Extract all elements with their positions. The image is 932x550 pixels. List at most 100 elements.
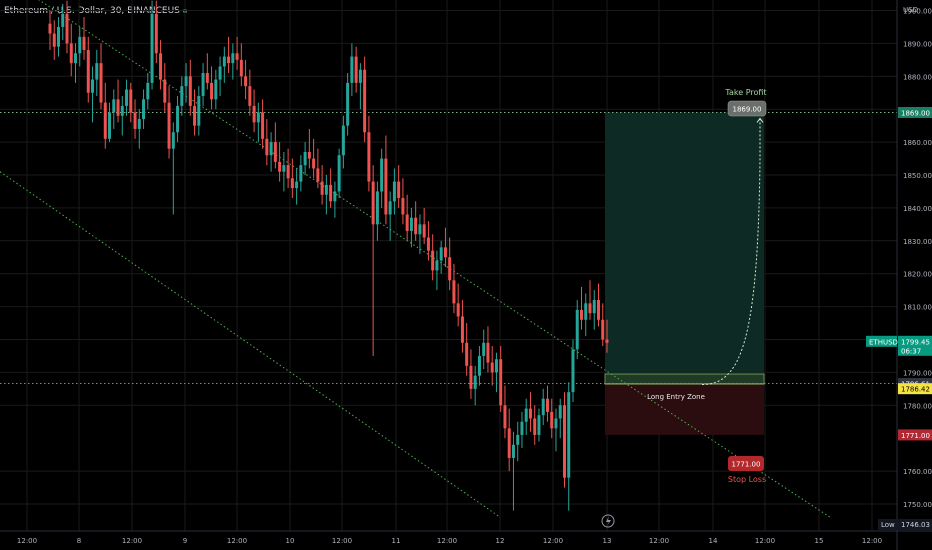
candle-body xyxy=(78,36,82,54)
time-axis[interactable]: 12:00 8 12:00 9 12:00 10 12:00 11 12:00 12 12:00 13… xyxy=(0,530,932,545)
candle-body xyxy=(358,69,362,83)
label-1869-text: 1869.00 xyxy=(901,109,930,117)
time-tick-label: 12:00 xyxy=(332,537,352,545)
candle-body xyxy=(545,398,549,412)
label-1771-text: 1771.00 xyxy=(901,432,930,440)
candle-body xyxy=(120,105,124,116)
candle-body xyxy=(329,184,333,202)
candle-body xyxy=(333,191,337,202)
candle-body xyxy=(108,112,112,139)
label-1786-42-text: 1786.42 xyxy=(901,386,930,394)
lightning-icon xyxy=(606,516,611,526)
trend-channel xyxy=(0,0,831,518)
label-last-price-subtext: 06:37 xyxy=(901,347,921,355)
price-tick-label: 1850.00 xyxy=(903,172,932,180)
candle-body xyxy=(528,408,532,419)
entry-zone-upper xyxy=(604,373,765,385)
price-tick-label: 1860.00 xyxy=(903,139,932,147)
candle-body xyxy=(363,69,367,133)
candle-body xyxy=(129,89,133,113)
candle-body xyxy=(307,151,311,159)
label-1771-bg xyxy=(898,429,932,441)
candle-body xyxy=(533,418,537,435)
candle-body xyxy=(494,359,498,373)
candle-body xyxy=(431,250,435,271)
candle-body xyxy=(448,257,452,281)
candle-body xyxy=(57,26,61,47)
candle-body xyxy=(452,280,456,304)
candle-body xyxy=(261,112,265,139)
candle-body xyxy=(167,102,171,149)
take-profit-badge xyxy=(727,100,767,117)
candle-body xyxy=(112,99,116,113)
candle-body xyxy=(316,168,320,182)
candle-body xyxy=(231,53,235,64)
candle-body xyxy=(142,99,146,120)
candle-body xyxy=(205,73,209,83)
price-axis[interactable]: USD1900.001890.001880.001870.001860.0018… xyxy=(896,0,932,550)
candle-body xyxy=(125,89,129,106)
trade-zones xyxy=(604,112,765,435)
candle-body xyxy=(82,36,86,50)
candle-body xyxy=(477,355,481,376)
price-tick-label: 1900.00 xyxy=(903,8,932,16)
candle-body xyxy=(65,13,69,44)
candle-body xyxy=(150,13,154,83)
low-value-text: 1746.03 xyxy=(901,521,930,529)
time-tick-label: 12:00 xyxy=(227,537,247,545)
label-last-price-bg xyxy=(898,335,932,356)
lightning-icon-ring xyxy=(601,514,615,528)
candle-body xyxy=(422,224,426,238)
low-tag-bg xyxy=(878,519,897,530)
candle-body xyxy=(397,181,401,199)
candle-body xyxy=(273,142,277,162)
lower-trendline xyxy=(0,171,501,518)
candle-body xyxy=(346,82,350,126)
candle-body xyxy=(248,86,252,106)
candle-body xyxy=(137,119,141,129)
candle-body xyxy=(252,105,256,123)
candle-body xyxy=(567,392,571,478)
candle-body xyxy=(426,237,430,251)
low-value-bg xyxy=(898,519,932,530)
candle-body xyxy=(579,309,583,320)
price-tick-label: 1780.00 xyxy=(903,402,932,410)
candle-body xyxy=(193,105,197,126)
stop-loss-value: 1771.00 xyxy=(732,461,761,469)
label-last-price-text: 1799.45 xyxy=(901,338,930,346)
candle-body xyxy=(201,73,205,97)
candle-body xyxy=(550,411,554,429)
candle-body xyxy=(465,342,469,366)
candle-body xyxy=(154,13,158,54)
price-tick-label: 1750.00 xyxy=(903,501,932,509)
candle-body xyxy=(439,247,443,261)
candle-body xyxy=(384,158,388,215)
candle-body xyxy=(159,53,163,80)
horizontal-levels xyxy=(0,111,897,385)
candle-body xyxy=(61,13,65,27)
projection-curve xyxy=(701,117,764,386)
candle-body xyxy=(537,415,541,435)
candle-body xyxy=(375,191,379,225)
candle-body xyxy=(214,79,218,100)
time-tick-label: 12:00 xyxy=(122,537,142,545)
candle-body xyxy=(103,102,107,139)
loss-zone xyxy=(605,384,764,435)
profit-zone xyxy=(605,112,764,375)
candle-body xyxy=(303,151,307,166)
candle-body xyxy=(350,56,354,83)
candle-body xyxy=(605,339,609,343)
symbol-tag-text: ETHUSD xyxy=(869,338,898,346)
candle-body xyxy=(290,178,294,189)
price-tick-label: 1810.00 xyxy=(903,304,932,312)
candle-body xyxy=(562,405,566,478)
time-tick-label: 12:00 xyxy=(862,537,882,545)
candle-body xyxy=(367,132,371,182)
candle-body xyxy=(188,76,192,106)
label-1786-42-bg xyxy=(898,383,932,395)
time-tick-label: 14 xyxy=(709,537,718,545)
candle-body xyxy=(354,56,358,83)
candle-body xyxy=(592,300,596,314)
candle-body xyxy=(571,349,575,393)
